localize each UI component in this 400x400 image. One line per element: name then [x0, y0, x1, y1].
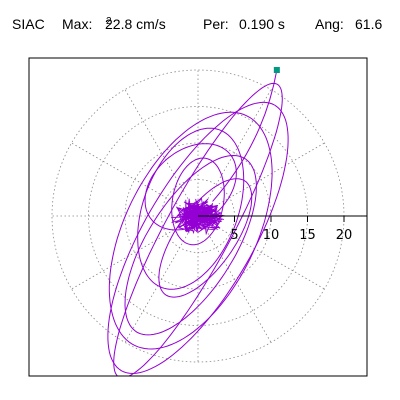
grid-spoke-11 — [197, 215, 272, 343]
max-unit: cm/s — [136, 16, 166, 32]
grid-spoke-5 — [124, 89, 199, 217]
angle-value: 61.6 — [355, 16, 383, 32]
max-value: 22.8 cm/s 2 — [105, 16, 166, 32]
period-value: 0.190 s — [239, 16, 285, 32]
angle-label: Ang: — [315, 16, 344, 32]
marker-layer — [273, 67, 280, 73]
motion-trace — [107, 69, 289, 376]
x-tick-label-15: 15 — [299, 228, 316, 243]
grid-spoke-6 — [71, 142, 199, 217]
period-label: Per: — [203, 16, 229, 32]
trace-loop-4 — [124, 154, 257, 336]
grid-spoke-3 — [197, 89, 272, 217]
trace-loop-7 — [144, 143, 237, 231]
trace-loop-5 — [137, 127, 245, 290]
trace-loop-3 — [108, 111, 273, 350]
x-tick-label-10: 10 — [263, 228, 280, 243]
max-point-marker — [273, 67, 280, 73]
trace-to-max — [212, 69, 278, 202]
trace-loop-2 — [107, 101, 289, 375]
max-label: Max: — [62, 16, 93, 32]
station-code: SIAC — [12, 16, 45, 32]
x-tick-label-20: 20 — [336, 228, 353, 243]
trace-loop-8 — [171, 157, 225, 246]
grid-spoke-9 — [124, 215, 199, 343]
grid-spoke-12 — [197, 215, 325, 290]
grid-spoke-2 — [197, 142, 325, 217]
max-unit-superscript: 2 — [106, 16, 112, 27]
max-number: 22.8 — [105, 16, 133, 32]
chart-title: SIAC Max: 22.8 cm/s 2 Per: 0.190 s Ang: 6… — [12, 16, 392, 40]
x-tick-label-5: 5 — [230, 228, 238, 243]
trace-core — [171, 197, 225, 236]
trace-loop-6 — [158, 178, 253, 298]
x-axis: 5 10 15 20 — [198, 215, 367, 243]
plot-frame — [28, 57, 368, 377]
